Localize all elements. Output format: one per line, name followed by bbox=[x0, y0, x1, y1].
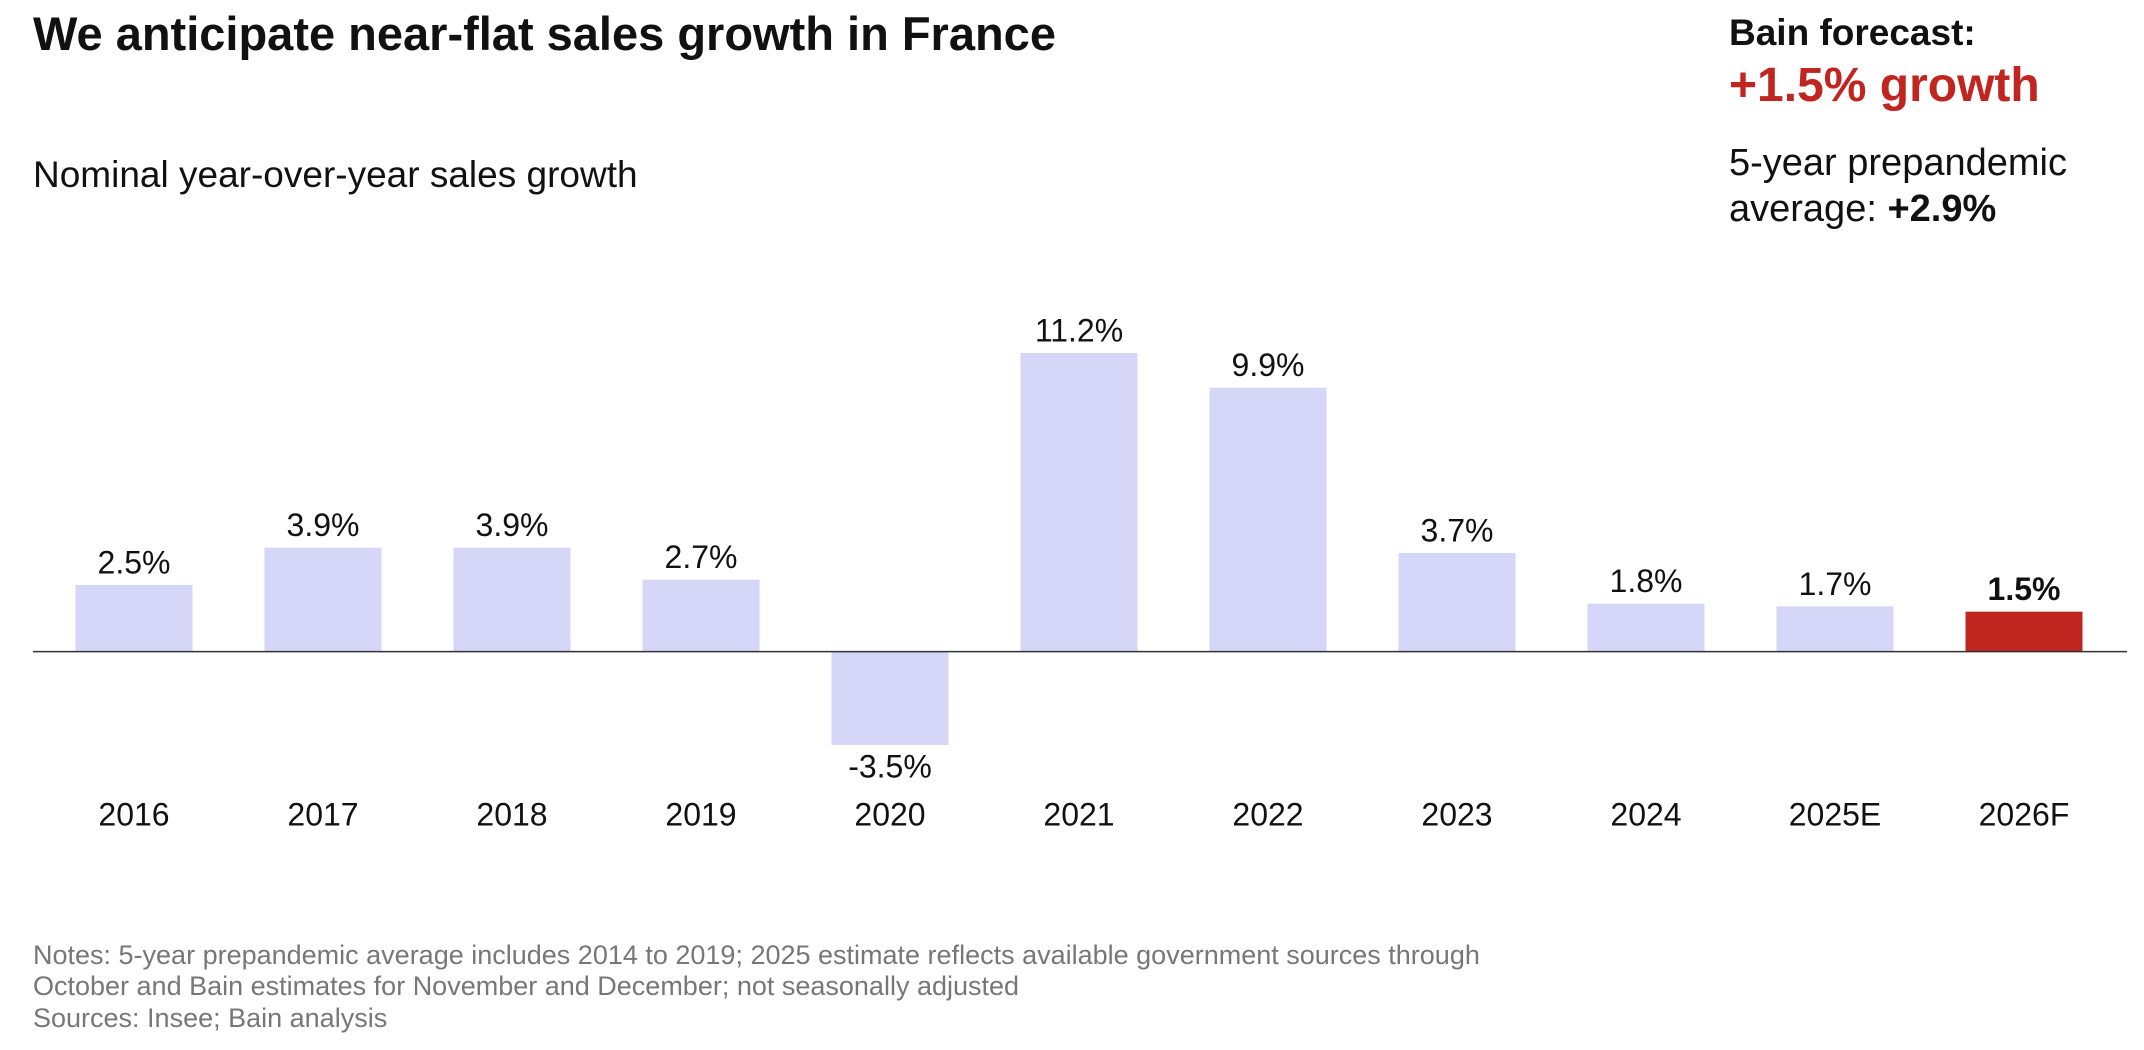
x-tick-label: 2019 bbox=[665, 796, 736, 832]
value-label: 1.8% bbox=[1610, 563, 1683, 599]
value-label: 1.7% bbox=[1799, 566, 1872, 602]
value-label: 2.7% bbox=[665, 539, 738, 575]
value-label: 9.9% bbox=[1232, 347, 1305, 383]
value-label: 1.5% bbox=[1988, 571, 2061, 607]
bar bbox=[264, 547, 382, 652]
x-tick-label: 2024 bbox=[1610, 796, 1681, 832]
note-line: Notes: 5-year prepandemic average includ… bbox=[33, 940, 1480, 970]
bar bbox=[642, 579, 760, 652]
x-tick-label: 2021 bbox=[1043, 796, 1114, 832]
bar bbox=[1020, 353, 1138, 652]
value-label: 3.7% bbox=[1421, 512, 1494, 548]
bar bbox=[1209, 387, 1327, 652]
callout-heading: Bain forecast: bbox=[1729, 12, 1976, 53]
note-line: October and Bain estimates for November … bbox=[33, 971, 1020, 1001]
value-label: 11.2% bbox=[1035, 312, 1123, 348]
x-tick-label: 2020 bbox=[854, 796, 925, 832]
x-tick-label: 2023 bbox=[1421, 796, 1492, 832]
value-label: 3.9% bbox=[476, 507, 549, 543]
x-tick-label: 2016 bbox=[98, 796, 169, 832]
value-label: -3.5% bbox=[848, 748, 932, 784]
x-tick-label: 2026F bbox=[1979, 796, 2070, 832]
bar bbox=[1776, 606, 1894, 652]
bar bbox=[453, 547, 571, 652]
callout-forecast: +1.5% growth bbox=[1729, 59, 2040, 112]
chart-title: We anticipate near-flat sales growth in … bbox=[33, 7, 1056, 60]
average-label: 5-year prepandemic average: bbox=[1729, 142, 2067, 230]
x-tick-label: 2025E bbox=[1789, 796, 1882, 832]
bar bbox=[831, 651, 949, 745]
bar bbox=[1398, 553, 1516, 652]
bar bbox=[1965, 611, 2083, 652]
bar bbox=[75, 585, 193, 652]
value-label: 2.5% bbox=[98, 544, 171, 580]
callout-average: 5-year prepandemic average: +2.9% bbox=[1729, 140, 2129, 232]
average-value: +2.9% bbox=[1887, 188, 1997, 230]
value-label: 3.9% bbox=[287, 507, 360, 543]
x-tick-label: 2022 bbox=[1232, 796, 1303, 832]
bar bbox=[1587, 603, 1705, 652]
x-tick-label: 2018 bbox=[476, 796, 547, 832]
sources: Sources: Insee; Bain analysis bbox=[33, 1003, 388, 1033]
chart-subtitle: Nominal year-over-year sales growth bbox=[33, 154, 638, 195]
x-tick-label: 2017 bbox=[287, 796, 358, 832]
